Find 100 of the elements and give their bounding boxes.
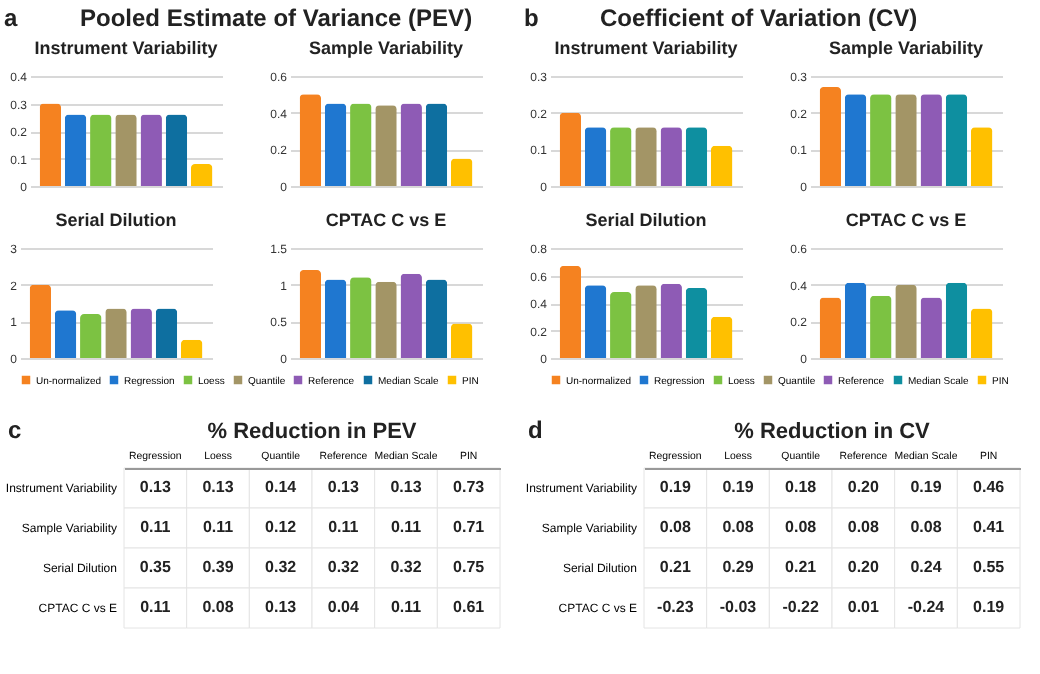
bar: [180, 339, 203, 358]
chart-title: CPTAC C vs E: [325, 210, 447, 230]
data-label: 0.32: [265, 558, 298, 576]
bar: [710, 316, 733, 358]
data-label: 0.55: [973, 558, 1006, 576]
bar: [660, 283, 682, 358]
bar: [190, 164, 213, 186]
data-label: 0.32: [327, 558, 360, 576]
text: c: [8, 416, 22, 444]
data-label: 0.08: [910, 518, 943, 536]
data-label: 0.11: [202, 518, 235, 536]
bar: [920, 297, 942, 358]
bar: [130, 308, 152, 358]
bar: [115, 114, 137, 186]
bar: [610, 127, 632, 186]
bar: [610, 292, 632, 358]
data-label: 0.35: [139, 558, 172, 576]
bar: [299, 270, 322, 358]
data-label: 0.32: [390, 558, 423, 576]
bar: [819, 87, 842, 186]
chart-title: Serial Dilution: [585, 210, 707, 230]
data-label: 0.19: [910, 478, 943, 496]
data-label: 0.13: [390, 478, 423, 496]
data-label: 0.08: [785, 518, 818, 536]
data-label: 0.11: [390, 518, 423, 536]
data-label: 0.11: [328, 518, 360, 536]
data-label: 0.13: [139, 478, 172, 496]
bar: [400, 103, 422, 186]
bar: [350, 277, 372, 358]
bar: [39, 103, 62, 186]
bar: [844, 94, 867, 186]
text: d: [528, 416, 543, 444]
bar: [970, 127, 993, 186]
bar: [450, 323, 473, 358]
data-label: 0.21: [785, 558, 818, 576]
bar: [685, 127, 708, 186]
chart-title: Sample Variability: [308, 38, 464, 58]
chart-title: % Reduction in CV: [734, 420, 932, 444]
bar: [895, 284, 917, 358]
bar: [375, 281, 397, 358]
bar: [945, 282, 968, 358]
bar: [584, 127, 607, 186]
bar: [165, 114, 188, 186]
data-label: 0.75: [453, 558, 486, 576]
data-label: 0.11: [140, 518, 172, 536]
bar: [425, 279, 448, 358]
data-label: 0.12: [265, 518, 298, 536]
data-label: 0.61: [453, 598, 486, 616]
text: b: [524, 4, 539, 32]
data-label: 0.08: [202, 598, 235, 616]
bar: [105, 308, 127, 358]
chart-title: % Reduction in PEV: [207, 420, 418, 444]
data-label: 0.18: [785, 478, 818, 496]
data-label: 0.13: [327, 478, 360, 496]
bar: [870, 94, 892, 186]
bar: [710, 145, 733, 186]
bar: [29, 284, 52, 358]
data-label: 0.14: [265, 478, 298, 496]
bar: [819, 297, 842, 358]
bar: [635, 285, 657, 358]
bar: [870, 295, 892, 358]
chart-title: CPTAC C vs E: [845, 210, 967, 230]
bar: [90, 114, 112, 186]
bar: [350, 103, 372, 186]
data-label: 0.08: [847, 518, 880, 536]
bar: [400, 273, 422, 358]
data-label: 0.01: [847, 598, 880, 616]
text: a: [4, 4, 18, 32]
bar: [450, 158, 473, 186]
bar: [299, 94, 322, 186]
chart-title: Sample Variability: [828, 38, 984, 58]
data-label: 0.46: [973, 478, 1006, 496]
bar: [155, 308, 178, 358]
data-label: 0.19: [973, 598, 1006, 616]
data-label: 0.24: [910, 558, 943, 576]
data-label: 0.21: [659, 558, 692, 576]
bar: [844, 282, 867, 358]
data-label: 0.11: [390, 598, 423, 616]
bar: [920, 94, 942, 186]
bar: [685, 287, 708, 358]
bar: [324, 103, 347, 186]
data-label: 0.29: [722, 558, 755, 576]
data-label: 0.41: [973, 518, 1006, 536]
data-label: 0.04: [327, 598, 360, 616]
bar: [375, 105, 397, 186]
data-label: 0.13: [265, 598, 298, 616]
bar: [895, 94, 917, 186]
bar: [140, 114, 162, 186]
data-label: -0.22: [782, 598, 820, 616]
data-label: 0.08: [659, 518, 692, 536]
data-label: -0.03: [719, 598, 758, 616]
text: Coefficient of Variation (CV): [600, 4, 918, 32]
bar: [660, 127, 682, 186]
data-label: -0.23: [657, 598, 695, 616]
data-label: 0.11: [140, 598, 172, 616]
chart-title: Serial Dilution: [55, 210, 177, 230]
data-label: 0.20: [847, 558, 880, 576]
bar: [559, 112, 582, 186]
data-label: 0.19: [659, 478, 692, 496]
bar: [324, 279, 347, 358]
